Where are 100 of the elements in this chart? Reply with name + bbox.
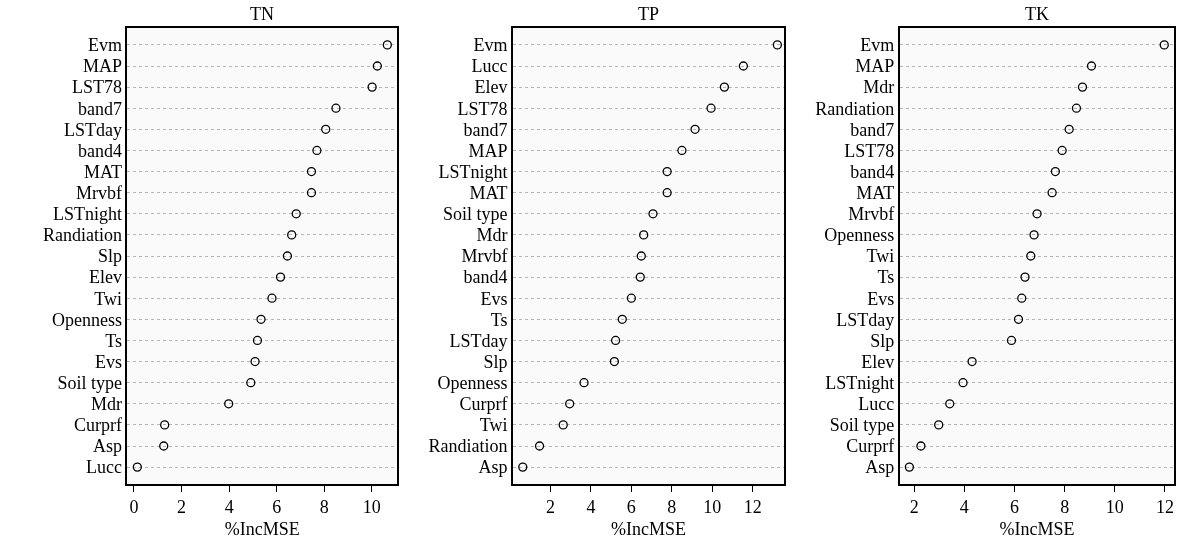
point bbox=[282, 251, 293, 261]
point bbox=[945, 399, 955, 409]
x-axis-title: %IncMSE bbox=[224, 518, 300, 539]
point bbox=[1064, 124, 1074, 134]
point bbox=[719, 82, 730, 92]
point bbox=[934, 420, 944, 430]
y-tick-label: Ts bbox=[490, 309, 508, 330]
point bbox=[306, 166, 317, 177]
y-tick-label: Evm bbox=[87, 35, 122, 56]
y-tick-label: Randiation bbox=[428, 436, 508, 457]
point bbox=[958, 378, 968, 388]
point bbox=[160, 420, 170, 430]
point bbox=[558, 420, 568, 430]
y-tick-label: band4 bbox=[463, 267, 508, 288]
chart-title: TN bbox=[250, 4, 274, 24]
point bbox=[250, 356, 260, 367]
point bbox=[331, 103, 341, 113]
point bbox=[1159, 40, 1169, 50]
point bbox=[382, 40, 392, 50]
point bbox=[306, 188, 317, 198]
chart-title: TK bbox=[1025, 4, 1049, 24]
point bbox=[246, 378, 256, 388]
y-tick-label: Openness bbox=[51, 309, 122, 330]
y-tick-label: Twi bbox=[479, 415, 508, 436]
y-tick-label: Soil type bbox=[443, 204, 508, 225]
x-tick-label: 10 bbox=[1105, 497, 1124, 518]
point bbox=[275, 272, 286, 282]
point bbox=[1017, 293, 1027, 303]
point bbox=[738, 61, 749, 71]
y-tick-label: Evm bbox=[473, 35, 508, 56]
point bbox=[1020, 272, 1030, 282]
y-tick-label: band7 bbox=[77, 98, 122, 119]
point bbox=[610, 335, 621, 346]
y-tick-label: LST78 bbox=[844, 140, 895, 161]
y-tick-label: Soil type bbox=[829, 415, 895, 436]
x-tick-label: 2 bbox=[545, 497, 555, 518]
y-tick-label: MAP bbox=[82, 56, 122, 77]
x-tick-label: 2 bbox=[177, 497, 187, 518]
point bbox=[690, 124, 700, 134]
y-tick-label: MAT bbox=[469, 182, 508, 203]
point bbox=[772, 40, 783, 50]
y-tick-label: LSTday bbox=[836, 309, 895, 330]
y-tick-label: Elev bbox=[474, 77, 508, 98]
y-tick-label: LSTnight bbox=[52, 204, 122, 225]
point bbox=[617, 314, 627, 324]
y-tick-label: Slp bbox=[870, 330, 895, 351]
y-tick-label: MAT bbox=[83, 161, 122, 182]
y-tick-label: Asp bbox=[478, 457, 508, 478]
y-tick-label: Evs bbox=[480, 288, 508, 309]
point bbox=[534, 441, 545, 451]
y-tick-label: Evs bbox=[94, 351, 122, 372]
y-tick-label: LST78 bbox=[457, 98, 508, 119]
point bbox=[635, 272, 645, 282]
point bbox=[1013, 314, 1024, 324]
y-tick-label: Mrvbf bbox=[848, 204, 895, 225]
point bbox=[1071, 103, 1082, 113]
y-tick-label: Elev bbox=[861, 351, 895, 372]
point bbox=[252, 335, 263, 346]
point bbox=[662, 166, 672, 177]
y-tick-label: band4 bbox=[77, 140, 122, 161]
y-tick-label: Openness bbox=[437, 372, 508, 393]
y-tick-label: Mrvbf bbox=[461, 246, 508, 267]
point bbox=[367, 82, 377, 92]
y-tick-label: Elev bbox=[88, 267, 122, 288]
chart-title: TP bbox=[638, 4, 660, 24]
point bbox=[1026, 251, 1036, 261]
y-tick-label: Ts bbox=[877, 267, 895, 288]
y-tick-label: MAP bbox=[468, 140, 508, 161]
y-tick-label: Curprf bbox=[846, 436, 895, 457]
point bbox=[372, 61, 382, 71]
point bbox=[677, 145, 687, 156]
x-tick-label: 0 bbox=[129, 497, 139, 518]
y-tick-label: LSTday bbox=[63, 119, 122, 140]
x-tick-label: 12 bbox=[743, 497, 762, 518]
x-tick-label: 8 bbox=[319, 497, 329, 518]
y-tick-label: Lucc bbox=[858, 394, 895, 415]
point bbox=[662, 188, 672, 198]
y-tick-label: Lucc bbox=[86, 457, 122, 478]
x-tick-label: 10 bbox=[703, 497, 722, 518]
point bbox=[1029, 230, 1039, 240]
y-tick-label: Slp bbox=[483, 351, 508, 372]
point bbox=[648, 209, 658, 219]
x-tick-label: 8 bbox=[667, 497, 677, 518]
point bbox=[1047, 188, 1057, 198]
x-tick-label: 2 bbox=[909, 497, 919, 518]
point bbox=[159, 441, 169, 451]
y-tick-label: Mdr bbox=[90, 394, 122, 415]
y-tick-label: MAP bbox=[855, 56, 895, 77]
x-tick-label: 4 bbox=[959, 497, 969, 518]
x-tick-label: 10 bbox=[362, 497, 381, 518]
x-tick-label: 12 bbox=[1156, 497, 1174, 518]
point bbox=[312, 145, 322, 156]
point bbox=[639, 230, 649, 240]
point bbox=[1006, 335, 1017, 346]
y-tick-label: Twi bbox=[866, 246, 895, 267]
x-axis-title: %IncMSE bbox=[610, 518, 686, 539]
point bbox=[1032, 209, 1042, 219]
y-tick-label: Asp bbox=[92, 436, 122, 457]
x-tick-label: 4 bbox=[224, 497, 234, 518]
y-tick-label: band7 bbox=[463, 119, 508, 140]
